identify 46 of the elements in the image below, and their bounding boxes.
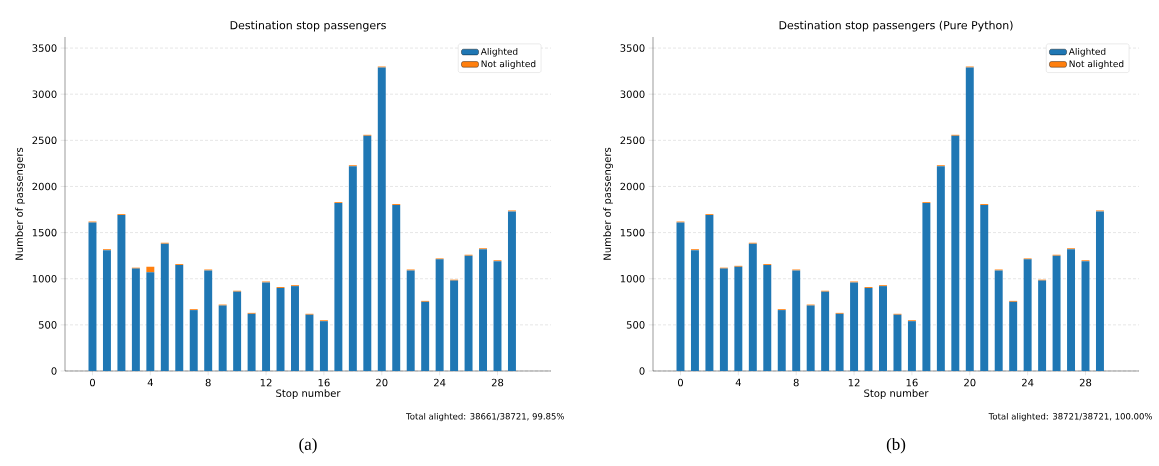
chart-title: Destination stop passengers (Pure Python) <box>779 20 1013 32</box>
x-tick-label: 0 <box>677 378 684 387</box>
x-tick-label: 4 <box>147 378 153 387</box>
y-tick-label: 500 <box>626 321 645 329</box>
y-tick-label: 1500 <box>32 228 57 237</box>
y-tick-label: 2500 <box>620 136 645 145</box>
x-tick-label: 12 <box>848 378 860 387</box>
x-tick-label: 28 <box>491 378 504 387</box>
x-tick-label: 12 <box>260 378 272 387</box>
chart-title: Destination stop passengers <box>230 20 386 32</box>
y-tick-label: 3500 <box>32 44 57 52</box>
x-tick-label: 24 <box>1022 378 1034 387</box>
x-tick-label: 16 <box>906 378 918 387</box>
y-tick-label: 1000 <box>32 274 57 283</box>
x-tick-label: 16 <box>318 378 330 387</box>
x-tick-label: 4 <box>735 378 741 387</box>
x-tick-label: 20 <box>964 378 976 387</box>
y-tick-label: 0 <box>639 367 645 375</box>
y-tick-label: 2000 <box>620 182 645 191</box>
y-tick-label: 2500 <box>32 136 57 145</box>
legend-label: Not alighted <box>481 60 536 69</box>
y-tick-label: 1500 <box>620 228 645 237</box>
text: (b) <box>886 438 906 454</box>
legend-label: Not alighted <box>1069 60 1124 69</box>
x-tick-label: 8 <box>793 378 799 387</box>
x-axis-title: Stop number <box>276 389 341 399</box>
y-tick-label: 500 <box>38 321 57 329</box>
legend-label: Alighted <box>1068 47 1106 57</box>
y-tick-label: 2000 <box>32 182 57 191</box>
y-axis-title: Number of passengers <box>603 147 613 260</box>
x-axis-title: Stop number <box>864 389 929 399</box>
y-tick-label: 3500 <box>620 44 645 52</box>
y-tick-label: 0 <box>51 367 57 375</box>
x-tick-label: 28 <box>1079 378 1092 387</box>
legend-label: Alighted <box>480 47 518 57</box>
x-tick-label: 8 <box>205 378 211 387</box>
x-tick-label: 0 <box>89 378 96 387</box>
x-tick-label: 24 <box>434 378 446 387</box>
y-tick-label: 1000 <box>620 274 645 283</box>
x-tick-label: 20 <box>376 378 388 387</box>
y-tick-label: 3000 <box>32 90 57 98</box>
text: Total alighted: 38661/38721, 99.85% <box>406 412 564 422</box>
y-tick-label: 3000 <box>620 90 645 98</box>
y-axis-title: Number of passengers <box>15 147 25 260</box>
text: (a) <box>299 438 317 454</box>
text: Total alighted: 38721/38721, 100.00% <box>988 412 1152 422</box>
